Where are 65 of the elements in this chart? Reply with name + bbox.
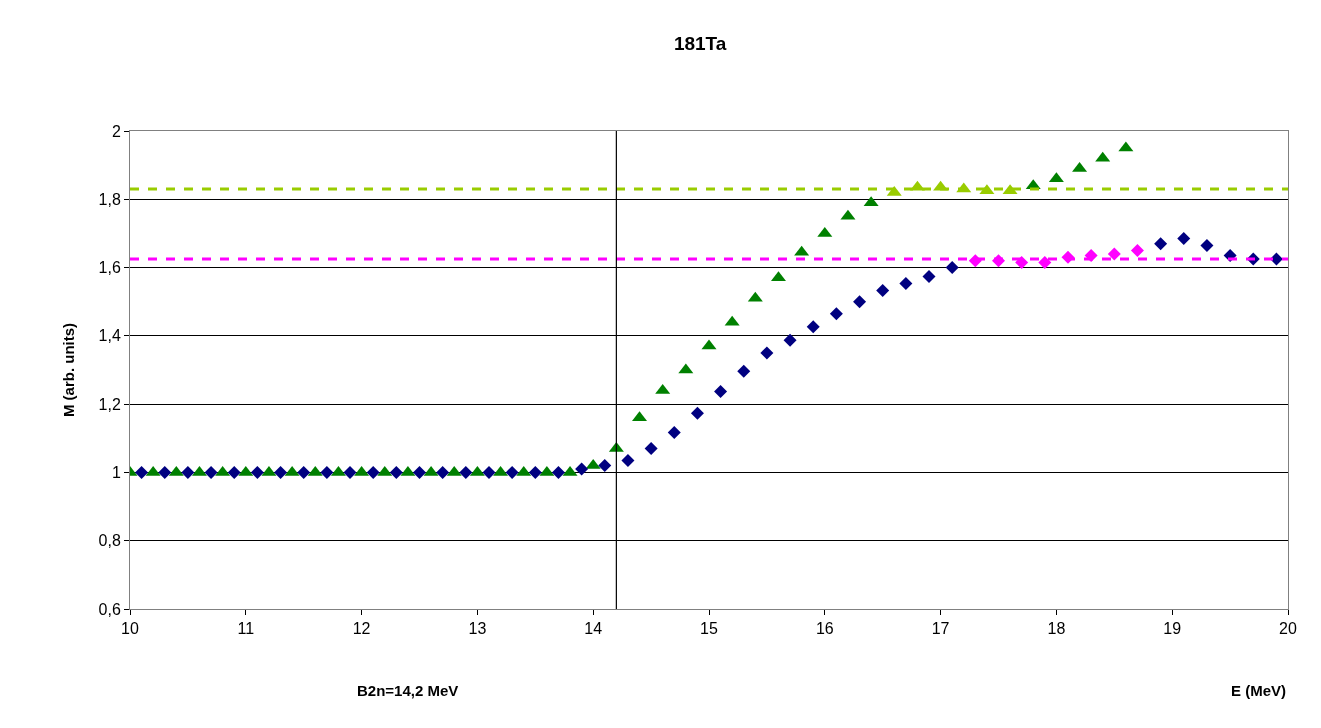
point <box>181 465 195 479</box>
y-axis-title: M (arb. units) <box>59 322 77 418</box>
point <box>551 465 565 479</box>
point <box>1130 244 1144 257</box>
point <box>783 333 797 347</box>
y-tick-label: 1,2 <box>98 395 121 413</box>
point <box>853 295 867 309</box>
point <box>482 465 496 479</box>
point <box>505 465 519 479</box>
point <box>690 406 704 420</box>
x-tick-label: 17 <box>931 620 950 638</box>
y-tick-label: 2 <box>111 122 121 140</box>
point <box>413 465 426 479</box>
x-tick-label: 15 <box>700 620 718 638</box>
point <box>1154 237 1168 251</box>
point <box>760 346 774 360</box>
x-tick-label: 12 <box>352 620 371 638</box>
point <box>1107 247 1121 261</box>
point <box>945 261 959 275</box>
point <box>297 465 311 479</box>
point <box>227 465 241 479</box>
point <box>274 465 288 479</box>
point <box>320 465 334 479</box>
y-tick-label: 1 <box>111 464 121 482</box>
x-tick-label: 19 <box>1163 620 1182 638</box>
point <box>343 465 357 479</box>
point <box>1177 232 1191 246</box>
x-tick-label: 14 <box>584 620 603 638</box>
point <box>621 453 635 467</box>
point <box>459 465 473 479</box>
point <box>1038 255 1052 269</box>
chart-title: 181Ta <box>673 33 727 55</box>
y-tick-label: 1,8 <box>98 190 121 208</box>
point <box>389 465 403 479</box>
point <box>135 465 149 479</box>
y-tick-label: 0,8 <box>98 532 121 550</box>
text: B2n=14,2 MeV <box>357 682 459 699</box>
x-axis-title: E (MeV) <box>1231 682 1287 699</box>
point <box>737 364 751 378</box>
point <box>829 307 843 321</box>
x-tick-label: 16 <box>815 620 834 638</box>
point <box>158 465 172 479</box>
point <box>899 277 913 291</box>
point <box>204 465 218 479</box>
point <box>598 459 612 473</box>
point <box>1200 238 1214 252</box>
x-tick-label: 18 <box>1047 620 1066 638</box>
y-tick-label: 0,6 <box>98 600 121 618</box>
point <box>806 320 820 334</box>
point <box>667 425 681 439</box>
point <box>436 465 450 479</box>
x-tick-label: 20 <box>1279 620 1297 638</box>
point <box>644 442 658 456</box>
point <box>366 465 380 479</box>
point <box>250 465 264 479</box>
point <box>575 462 589 476</box>
point <box>922 269 936 283</box>
x-tick-label: 11 <box>237 620 255 638</box>
point <box>714 385 728 399</box>
y-tick-label: 1,4 <box>98 327 121 345</box>
point <box>876 283 890 297</box>
y-tick-label: 1,6 <box>98 259 121 277</box>
x-tick-label: 10 <box>121 620 139 638</box>
x-tick-label: 13 <box>468 620 487 638</box>
point <box>528 465 542 479</box>
